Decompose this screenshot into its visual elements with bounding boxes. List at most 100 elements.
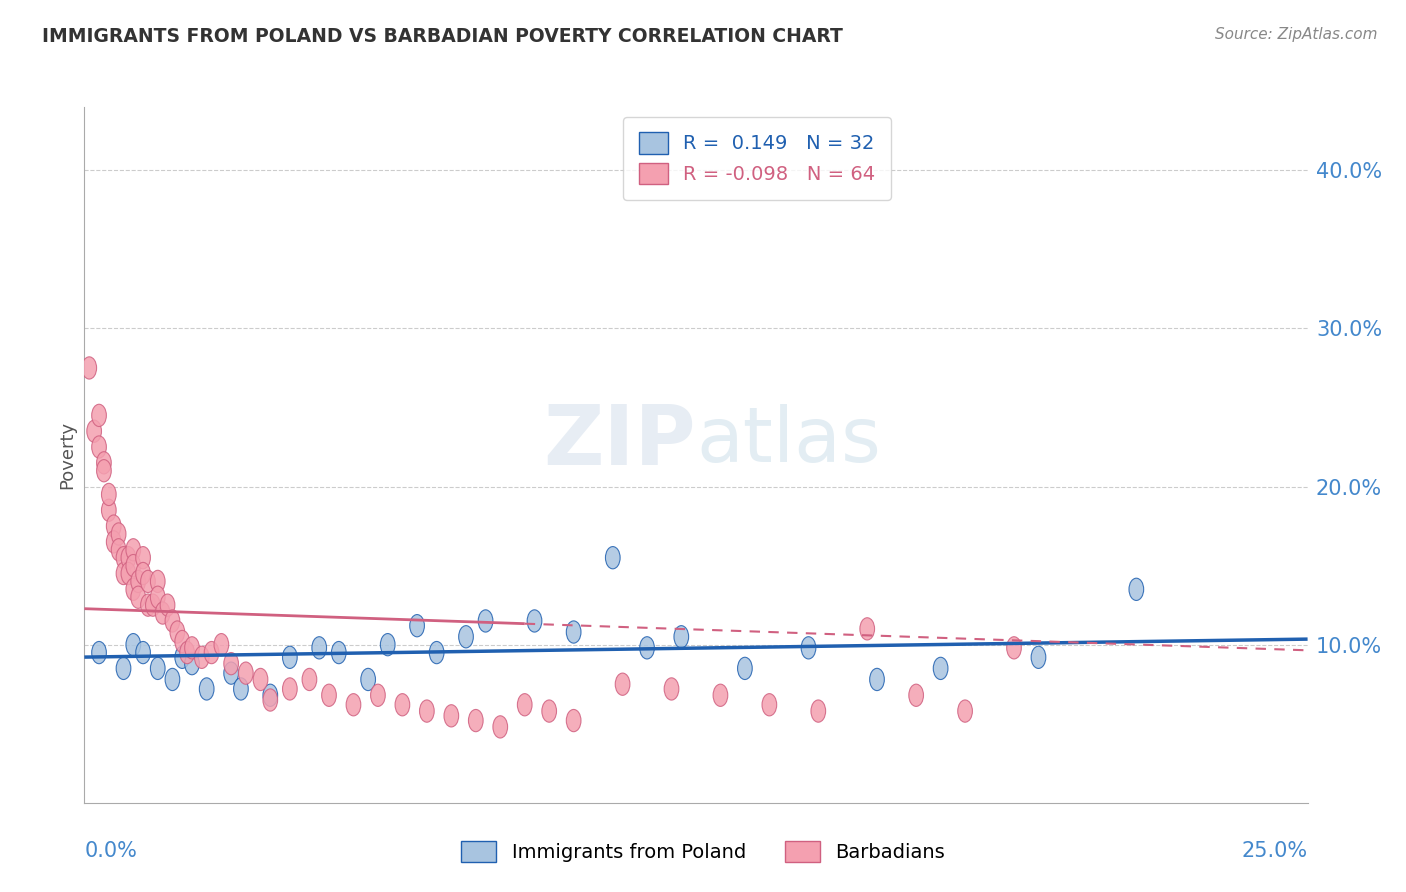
Ellipse shape	[517, 694, 531, 716]
Ellipse shape	[673, 625, 689, 648]
Ellipse shape	[82, 357, 97, 379]
Ellipse shape	[150, 570, 165, 592]
Ellipse shape	[150, 586, 165, 608]
Ellipse shape	[204, 641, 219, 664]
Ellipse shape	[155, 602, 170, 624]
Ellipse shape	[141, 594, 155, 616]
Ellipse shape	[165, 668, 180, 690]
Ellipse shape	[111, 539, 127, 561]
Ellipse shape	[150, 657, 165, 680]
Ellipse shape	[567, 621, 581, 643]
Ellipse shape	[97, 459, 111, 482]
Ellipse shape	[174, 646, 190, 668]
Ellipse shape	[170, 621, 184, 643]
Ellipse shape	[444, 705, 458, 727]
Ellipse shape	[233, 678, 249, 700]
Text: atlas: atlas	[696, 404, 880, 478]
Ellipse shape	[738, 657, 752, 680]
Ellipse shape	[131, 586, 146, 608]
Ellipse shape	[283, 678, 297, 700]
Ellipse shape	[127, 578, 141, 600]
Ellipse shape	[180, 641, 194, 664]
Ellipse shape	[419, 700, 434, 723]
Ellipse shape	[117, 562, 131, 584]
Text: IMMIGRANTS FROM POLAND VS BARBADIAN POVERTY CORRELATION CHART: IMMIGRANTS FROM POLAND VS BARBADIAN POVE…	[42, 27, 844, 45]
Ellipse shape	[1007, 637, 1021, 659]
Ellipse shape	[131, 570, 146, 592]
Ellipse shape	[141, 570, 155, 592]
Ellipse shape	[395, 694, 409, 716]
Ellipse shape	[494, 715, 508, 738]
Ellipse shape	[263, 684, 277, 706]
Ellipse shape	[468, 709, 484, 731]
Ellipse shape	[762, 694, 776, 716]
Ellipse shape	[283, 646, 297, 668]
Text: 0.0%: 0.0%	[84, 841, 138, 861]
Ellipse shape	[91, 641, 107, 664]
Ellipse shape	[87, 420, 101, 442]
Ellipse shape	[127, 539, 141, 561]
Ellipse shape	[409, 615, 425, 637]
Ellipse shape	[302, 668, 316, 690]
Ellipse shape	[111, 523, 127, 545]
Ellipse shape	[616, 673, 630, 696]
Ellipse shape	[478, 610, 494, 632]
Ellipse shape	[239, 662, 253, 684]
Ellipse shape	[91, 436, 107, 458]
Ellipse shape	[371, 684, 385, 706]
Y-axis label: Poverty: Poverty	[58, 421, 76, 489]
Ellipse shape	[253, 668, 269, 690]
Ellipse shape	[127, 555, 141, 577]
Ellipse shape	[664, 678, 679, 700]
Ellipse shape	[97, 451, 111, 474]
Ellipse shape	[101, 483, 117, 506]
Ellipse shape	[224, 662, 239, 684]
Ellipse shape	[184, 653, 200, 674]
Ellipse shape	[811, 700, 825, 723]
Ellipse shape	[934, 657, 948, 680]
Ellipse shape	[312, 637, 326, 659]
Ellipse shape	[606, 547, 620, 569]
Text: 25.0%: 25.0%	[1241, 841, 1308, 861]
Ellipse shape	[332, 641, 346, 664]
Ellipse shape	[174, 631, 190, 653]
Ellipse shape	[127, 633, 141, 656]
Ellipse shape	[527, 610, 541, 632]
Ellipse shape	[121, 547, 136, 569]
Ellipse shape	[214, 633, 229, 656]
Ellipse shape	[91, 404, 107, 426]
Ellipse shape	[640, 637, 654, 659]
Ellipse shape	[361, 668, 375, 690]
Ellipse shape	[146, 594, 160, 616]
Ellipse shape	[117, 657, 131, 680]
Ellipse shape	[322, 684, 336, 706]
Legend: Immigrants from Poland, Barbadians: Immigrants from Poland, Barbadians	[446, 825, 960, 878]
Ellipse shape	[117, 547, 131, 569]
Ellipse shape	[908, 684, 924, 706]
Ellipse shape	[567, 709, 581, 731]
Ellipse shape	[346, 694, 361, 716]
Ellipse shape	[136, 562, 150, 584]
Ellipse shape	[224, 653, 239, 674]
Legend: R =  0.149   N = 32, R = -0.098   N = 64: R = 0.149 N = 32, R = -0.098 N = 64	[623, 117, 891, 200]
Ellipse shape	[136, 641, 150, 664]
Text: Source: ZipAtlas.com: Source: ZipAtlas.com	[1215, 27, 1378, 42]
Ellipse shape	[107, 515, 121, 537]
Ellipse shape	[458, 625, 474, 648]
Ellipse shape	[136, 547, 150, 569]
Ellipse shape	[160, 594, 174, 616]
Ellipse shape	[263, 689, 277, 711]
Ellipse shape	[801, 637, 815, 659]
Ellipse shape	[107, 531, 121, 553]
Ellipse shape	[184, 637, 200, 659]
Ellipse shape	[101, 500, 117, 522]
Ellipse shape	[200, 678, 214, 700]
Ellipse shape	[194, 646, 209, 668]
Ellipse shape	[121, 562, 136, 584]
Ellipse shape	[713, 684, 728, 706]
Ellipse shape	[860, 618, 875, 640]
Ellipse shape	[870, 668, 884, 690]
Ellipse shape	[957, 700, 973, 723]
Ellipse shape	[1129, 578, 1143, 600]
Ellipse shape	[429, 641, 444, 664]
